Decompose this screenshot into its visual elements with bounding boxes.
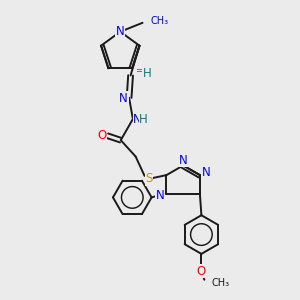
Text: H: H (139, 113, 148, 126)
Text: CH₃: CH₃ (151, 16, 169, 26)
Text: N: N (133, 113, 142, 126)
Text: O: O (98, 129, 107, 142)
Text: N: N (119, 92, 128, 105)
Text: S: S (145, 172, 153, 185)
Text: O: O (197, 265, 206, 278)
Text: N: N (179, 154, 188, 166)
Text: CH₃: CH₃ (212, 278, 230, 288)
Text: N: N (202, 166, 210, 179)
Text: H: H (142, 68, 151, 80)
Text: =: = (136, 66, 144, 76)
Text: N: N (116, 25, 125, 38)
Text: N: N (155, 188, 164, 202)
